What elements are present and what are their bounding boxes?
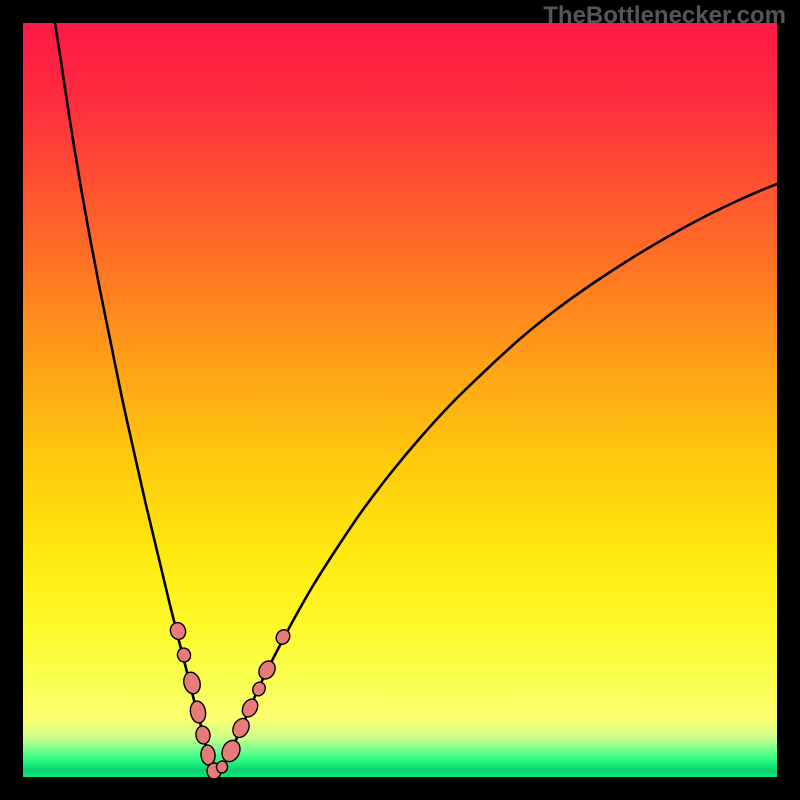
watermark-text: TheBottlenecker.com [543,2,786,30]
marker-svg [0,0,800,800]
chart-stage: TheBottlenecker.com [0,0,800,800]
